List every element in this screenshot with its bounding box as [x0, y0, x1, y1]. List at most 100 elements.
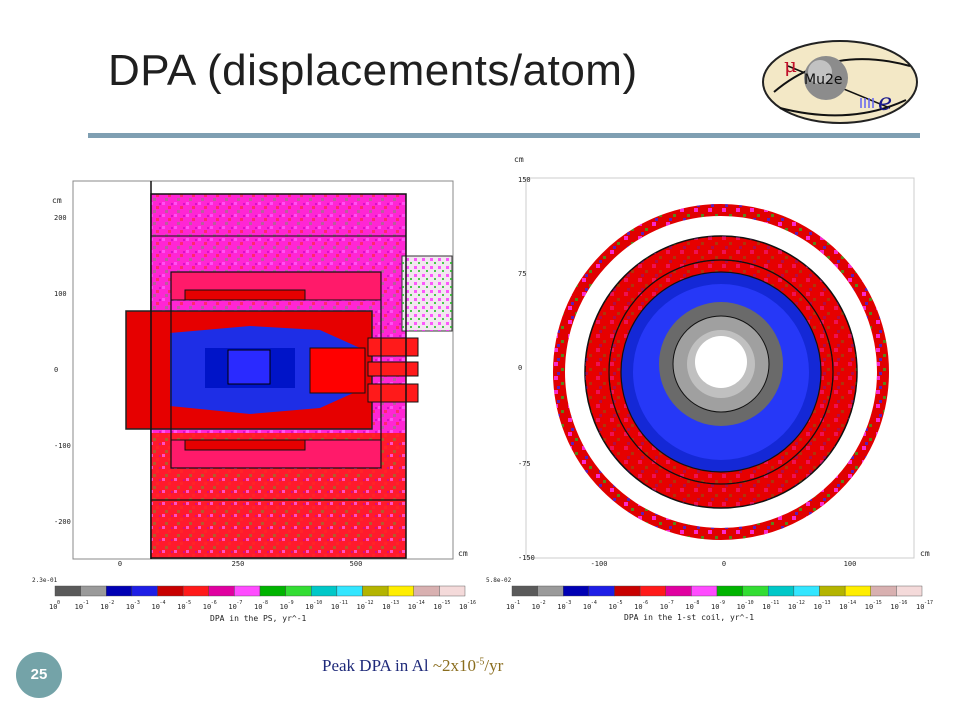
colorbar-tick-base: 10 — [737, 603, 745, 611]
y-tick-label: 0 — [54, 366, 58, 374]
colorbar-tick-base: 10 — [280, 603, 288, 611]
ps-y-ticks: 200 100 0 -100 -200 — [54, 214, 71, 526]
colorbar-swatch — [716, 585, 743, 597]
ps-colorbar-label: DPA in the PS, yr^-1 — [210, 614, 307, 623]
colorbar-tick-exponent: -15 — [441, 600, 450, 606]
colorbar-swatch — [870, 585, 897, 597]
logo-mu: μ — [784, 53, 797, 77]
colorbar-swatch — [439, 585, 466, 597]
colorbar-swatch — [665, 585, 692, 597]
ps-xlabel: cm — [458, 549, 468, 558]
colorbar-swatch — [614, 585, 641, 597]
colorbar-tick-base: 10 — [433, 603, 441, 611]
colorbar-tick-exponent: 0 — [57, 600, 60, 606]
colorbar-tick-base: 10 — [408, 603, 416, 611]
coil-dpa-plot: cm cm 150 75 0 -75 -150 -100 0 100 5.8e-02 10-… — [484, 152, 944, 628]
colorbar-swatch — [413, 585, 440, 597]
y-tick-label: 75 — [518, 270, 526, 278]
coil-colorbar-max: 5.8e-02 — [486, 577, 512, 584]
coil-colorbar-label: DPA in the 1-st coil, yr^-1 — [624, 613, 754, 622]
title-divider — [88, 133, 920, 138]
colorbar-swatch — [768, 585, 795, 597]
colorbar-swatch — [54, 585, 81, 597]
colorbar-tick-exponent: -5 — [617, 600, 623, 606]
colorbar-tick-base: 10 — [557, 603, 565, 611]
colorbar-tick-base: 10 — [660, 603, 668, 611]
coil-x-ticks: -100 0 100 — [591, 560, 857, 568]
y-tick-label: 100 — [54, 290, 67, 298]
y-tick-label: -150 — [518, 554, 535, 562]
colorbar-swatch — [563, 585, 590, 597]
colorbar-tick-exponent: -14 — [847, 600, 856, 606]
colorbar-tick-base: 10 — [532, 603, 540, 611]
colorbar-tick-exponent: -13 — [390, 600, 399, 606]
coil-ylabel: cm — [514, 155, 524, 164]
colorbar-tick-exponent: -11 — [339, 600, 348, 606]
colorbar-swatch — [588, 585, 615, 597]
colorbar-tick-base: 10 — [762, 603, 770, 611]
colorbar-swatch — [157, 585, 184, 597]
colorbar-tick-exponent: -10 — [745, 600, 754, 606]
ps-ylabel: cm — [52, 196, 62, 205]
x-tick-label: 500 — [350, 560, 363, 568]
colorbar-tick-exponent: -6 — [642, 600, 648, 606]
colorbar-tick-base: 10 — [177, 603, 185, 611]
colorbar-tick-base: 10 — [890, 603, 898, 611]
y-tick-label: 150 — [518, 176, 531, 184]
y-tick-label: 200 — [54, 214, 67, 222]
colorbar-swatch — [387, 585, 414, 597]
ps-dpa-plot: cm cm 200 100 0 -100 -200 0 250 500 2.3e-01 10… — [30, 178, 476, 626]
peak-dpa-caption: Peak DPA in Al ~2x10-5/yr — [322, 656, 503, 676]
colorbar-tick-base: 10 — [254, 603, 262, 611]
colorbar-swatch — [182, 585, 209, 597]
x-tick-label: -100 — [591, 560, 608, 568]
colorbar-tick-exponent: -12 — [796, 600, 805, 606]
y-tick-label: -100 — [54, 442, 71, 450]
ps-colorbar: 10 0 10 -1 10 -2 10 -3 10 -4 10 -5 10 -6 10 -7 10 -8 10 -9 1… — [49, 585, 476, 611]
colorbar-tick-base: 10 — [126, 603, 134, 611]
x-tick-label: 250 — [232, 560, 245, 568]
colorbar-swatch — [844, 585, 871, 597]
colorbar-swatch — [234, 585, 261, 597]
caption-value-base: ~2x10 — [432, 656, 477, 675]
colorbar-tick-exponent: -16 — [898, 600, 907, 606]
coil-heatmap — [553, 204, 889, 540]
slide-number: 25 — [16, 652, 62, 698]
colorbar-tick-base: 10 — [203, 603, 211, 611]
colorbar-swatch — [311, 585, 338, 597]
colorbar-tick-base: 10 — [331, 603, 339, 611]
colorbar-tick-base: 10 — [916, 603, 924, 611]
colorbar-tick-exponent: -11 — [770, 600, 779, 606]
colorbar-swatch — [742, 585, 769, 597]
colorbar-swatch — [131, 585, 158, 597]
colorbar-tick-exponent: -1 — [514, 600, 520, 606]
colorbar-tick-exponent: -3 — [565, 600, 571, 606]
caption-value: ~2x10-5/yr — [433, 656, 503, 675]
colorbar-tick-exponent: -9 — [288, 600, 294, 606]
colorbar-tick-exponent: -5 — [185, 600, 191, 606]
colorbar-tick-base: 10 — [305, 603, 313, 611]
colorbar-tick-base: 10 — [788, 603, 796, 611]
colorbar-tick-base: 10 — [711, 603, 719, 611]
caption-value-exponent: -5 — [476, 656, 485, 668]
colorbar-tick-exponent: -3 — [134, 600, 140, 606]
logo-e: e — [878, 88, 892, 116]
colorbar-tick-exponent: -8 — [262, 600, 268, 606]
colorbar-tick-exponent: -13 — [822, 600, 831, 606]
colorbar-tick-base: 10 — [100, 603, 108, 611]
colorbar-tick-base: 10 — [382, 603, 390, 611]
ps-colorbar-max: 2.3e-01 — [32, 577, 58, 584]
x-tick-label: 0 — [118, 560, 122, 568]
colorbar-tick-exponent: -14 — [416, 600, 425, 606]
colorbar-swatch — [362, 585, 389, 597]
mu2e-logo: μ Mu2e e — [762, 40, 918, 124]
colorbar-tick-exponent: -6 — [211, 600, 217, 606]
colorbar-tick-exponent: -17 — [924, 600, 933, 606]
colorbar-tick-base: 10 — [634, 603, 642, 611]
colorbar-swatch — [691, 585, 718, 597]
colorbar-tick-exponent: -8 — [693, 600, 699, 606]
y-tick-label: -75 — [518, 460, 531, 468]
colorbar-tick-base: 10 — [75, 603, 83, 611]
colorbar-tick-base: 10 — [839, 603, 847, 611]
